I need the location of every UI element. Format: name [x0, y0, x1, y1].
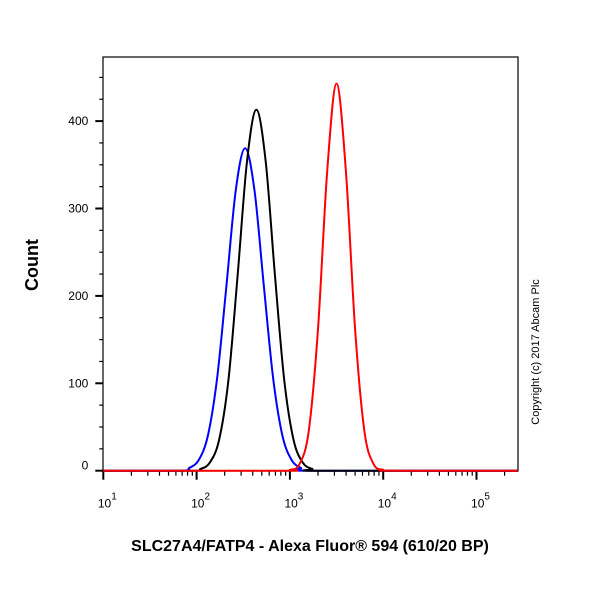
x-tick-base: 10 — [471, 497, 485, 511]
x-tick-label: 101 — [98, 492, 117, 511]
y-tick-label: 100 — [68, 376, 88, 390]
x-tick-exponent: 1 — [111, 492, 117, 503]
y-tick-label: 300 — [68, 202, 88, 216]
y-tick-label: 200 — [68, 289, 88, 303]
x-tick-label: 102 — [191, 492, 210, 511]
x-axis-title: SLC27A4/FATP4 - Alexa Fluor® 594 (610/20… — [131, 538, 489, 555]
y-tick-label: 400 — [68, 114, 88, 128]
series-group — [103, 82, 519, 472]
x-axis-ticks: 101 102 103 104 105 — [98, 470, 506, 511]
histogram-series-2 — [103, 108, 519, 472]
x-tick-base: 10 — [284, 497, 298, 511]
x-tick-exponent: 4 — [391, 492, 397, 503]
histogram-series-3 — [103, 82, 519, 472]
y-tick-label: 0 — [82, 459, 89, 473]
x-tick-base: 10 — [378, 497, 392, 511]
x-tick-exponent: 5 — [484, 492, 490, 503]
y-axis-title: Count — [22, 239, 42, 291]
x-tick-label: 103 — [284, 492, 303, 511]
y-axis-ticks: 0 100 200 300 400 — [68, 76, 104, 473]
x-tick-base: 10 — [98, 497, 112, 511]
x-tick-exponent: 2 — [204, 492, 210, 503]
x-tick-exponent: 3 — [298, 492, 304, 503]
x-tick-label: 105 — [471, 492, 490, 511]
copyright-text: Copyright (c) 2017 Abcam Plc — [530, 279, 542, 425]
x-tick-label: 104 — [378, 492, 397, 511]
x-tick-base: 10 — [191, 497, 205, 511]
